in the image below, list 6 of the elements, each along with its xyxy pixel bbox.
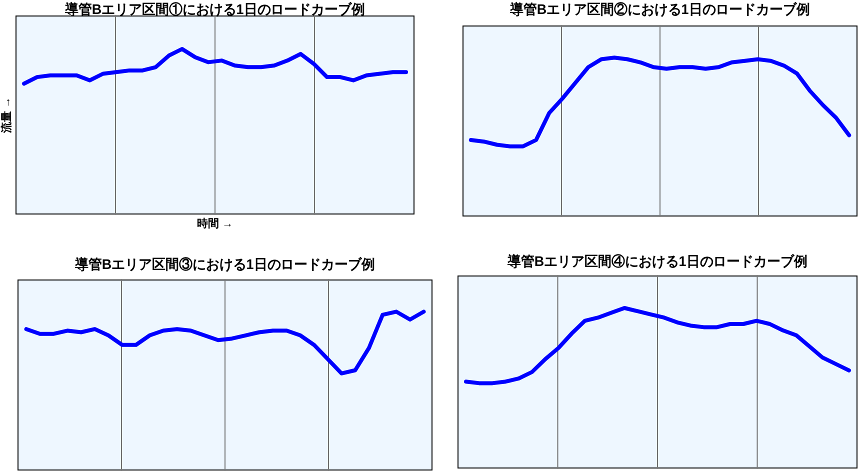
y-axis-title: 流量 → [0,96,13,134]
x-axis-title: 時間 → [196,217,234,230]
chart-title: 導管Bエリア区間②における1日のロードカーブ例 [509,1,822,17]
chart-title: 導管Bエリア区間①における1日のロードカーブ例 [64,1,377,17]
chart-title: 導管Bエリア区間④における1日のロードカーブ例 [506,253,820,269]
chart-title: 導管Bエリア区間③における1日のロードカーブ例 [74,256,387,272]
